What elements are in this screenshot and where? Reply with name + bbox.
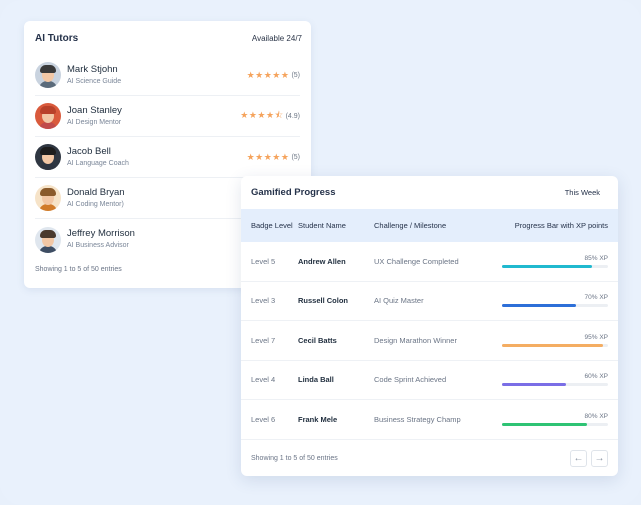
avatar bbox=[35, 185, 61, 211]
column-header-progress[interactable]: Progress Bar with XP points bbox=[514, 221, 608, 230]
column-header-student-name[interactable]: Student Name bbox=[298, 221, 346, 230]
xp-track bbox=[502, 264, 608, 268]
table-body: Level 5 Andrew Allen UX Challenge Comple… bbox=[241, 242, 618, 440]
xp-fill bbox=[502, 304, 577, 308]
student-name: Cecil Batts bbox=[298, 335, 337, 345]
tutors-header: AI Tutors Available 24/7 bbox=[24, 21, 311, 55]
xp-fill bbox=[502, 383, 566, 387]
xp-fill bbox=[502, 343, 603, 347]
xp-label: 70% XP bbox=[584, 294, 609, 302]
challenge-name: Business Strategy Champ bbox=[374, 414, 461, 424]
star-icon: ★★★★⯪ bbox=[240, 110, 284, 120]
ai-tutors-card: AI Tutors Available 24/7 Mark Stjohn AI … bbox=[24, 21, 311, 288]
tutor-rating: ★★★★★ (5) bbox=[247, 70, 300, 81]
tutor-name: Mark Stjohn bbox=[67, 63, 118, 75]
student-name: Andrew Allen bbox=[298, 256, 346, 266]
tutor-row[interactable]: Donald Bryan AI Coding Mentor) bbox=[35, 178, 300, 219]
tutor-role: AI Science Guide bbox=[67, 77, 122, 85]
challenge-name: AI Quiz Master bbox=[374, 296, 424, 306]
table-header: Badge Level Student Name Challenge / Mil… bbox=[241, 209, 618, 242]
period-filter[interactable]: This Week bbox=[564, 188, 600, 197]
tutor-role: AI Language Coach bbox=[67, 159, 129, 167]
tutor-role: AI Design Mentor bbox=[67, 118, 122, 126]
xp-progress: 60% XP bbox=[502, 373, 609, 387]
tutor-name: Jeffrey Morrison bbox=[67, 228, 135, 239]
tutor-name: Donald Bryan bbox=[67, 186, 125, 198]
avatar bbox=[35, 103, 61, 129]
rating-value: (5) bbox=[291, 153, 300, 161]
tutors-pagination-info: Showing 1 to 5 of 50 entries bbox=[35, 266, 122, 273]
tutor-name: Jacob Bell bbox=[67, 145, 111, 157]
tutors-title: AI Tutors bbox=[35, 32, 79, 44]
badge-level: Level 5 bbox=[251, 256, 276, 266]
xp-fill bbox=[502, 264, 593, 268]
tutor-list: Mark Stjohn AI Science Guide ★★★★★ (5) J… bbox=[24, 55, 311, 260]
xp-progress: 80% XP bbox=[502, 413, 608, 426]
tutor-row[interactable]: Jeffrey Morrison AI Business Advisor bbox=[35, 219, 300, 260]
xp-progress: 70% XP bbox=[502, 294, 609, 308]
availability-label: Available 24/7 bbox=[251, 33, 302, 43]
tutor-name: Joan Stanley bbox=[67, 104, 122, 116]
tutor-row[interactable]: Jacob Bell AI Language Coach ★★★★★ (5) bbox=[35, 137, 300, 178]
badge-level: Level 4 bbox=[251, 375, 276, 385]
avatar bbox=[35, 226, 61, 253]
avatar bbox=[35, 144, 61, 170]
column-header-challenge[interactable]: Challenge / Milestone bbox=[374, 221, 447, 230]
avatar bbox=[35, 62, 61, 88]
badge-level: Level 3 bbox=[251, 296, 276, 306]
tutor-row[interactable]: Mark Stjohn AI Science Guide ★★★★★ (5) bbox=[35, 55, 300, 96]
challenge-name: Design Marathon Winner bbox=[374, 335, 457, 345]
tutor-rating: ★★★★⯪ (4.9) bbox=[240, 108, 300, 124]
xp-label: 80% XP bbox=[584, 412, 609, 420]
gamified-progress-card: Gamified Progress This Week Badge Level … bbox=[241, 176, 618, 476]
tutor-role: AI Business Advisor bbox=[67, 242, 129, 249]
table-row[interactable]: Level 5 Andrew Allen UX Challenge Comple… bbox=[241, 242, 618, 282]
gamified-header: Gamified Progress This Week bbox=[241, 176, 618, 209]
xp-track bbox=[502, 383, 608, 387]
arrow-left-icon: ← bbox=[573, 452, 584, 464]
column-header-badge-level[interactable]: Badge Level bbox=[251, 221, 293, 230]
xp-fill bbox=[502, 422, 587, 426]
rating-value: (4.9) bbox=[285, 112, 300, 120]
arrow-right-icon: → bbox=[594, 452, 605, 464]
next-page-button[interactable]: → bbox=[591, 449, 608, 467]
xp-track bbox=[502, 422, 608, 426]
table-row[interactable]: Level 6 Frank Mele Business Strategy Cha… bbox=[241, 400, 618, 440]
xp-label: 60% XP bbox=[584, 373, 609, 381]
badge-level: Level 7 bbox=[251, 335, 276, 345]
tutor-row[interactable]: Joan Stanley AI Design Mentor ★★★★⯪ (4.9… bbox=[35, 96, 300, 137]
tutor-rating: ★★★★★ (5) bbox=[247, 152, 300, 163]
student-name: Linda Ball bbox=[298, 375, 334, 385]
xp-track bbox=[502, 343, 608, 347]
gamified-title: Gamified Progress bbox=[251, 187, 336, 198]
student-name: Russell Colon bbox=[298, 296, 349, 306]
table-row[interactable]: Level 7 Cecil Batts Design Marathon Winn… bbox=[241, 321, 618, 361]
gamified-pagination-info: Showing 1 to 5 of 50 entries bbox=[251, 454, 338, 462]
tutor-role: AI Coding Mentor) bbox=[67, 200, 124, 208]
xp-label: 95% XP bbox=[584, 333, 609, 341]
star-icon: ★★★★★ bbox=[246, 151, 290, 162]
xp-track bbox=[502, 304, 608, 308]
star-icon: ★★★★★ bbox=[246, 69, 290, 80]
table-row[interactable]: Level 4 Linda Ball Code Sprint Achieved … bbox=[241, 361, 618, 400]
gamified-footer: Showing 1 to 5 of 50 entries ← → bbox=[241, 440, 618, 477]
rating-value: (5) bbox=[291, 71, 300, 79]
xp-progress: 85% XP bbox=[502, 255, 608, 268]
challenge-name: UX Challenge Completed bbox=[374, 256, 459, 266]
pagination: ← → bbox=[570, 449, 608, 467]
xp-progress: 95% XP bbox=[502, 334, 608, 347]
table-row[interactable]: Level 3 Russell Colon AI Quiz Master 70%… bbox=[241, 282, 618, 321]
badge-level: Level 6 bbox=[251, 414, 276, 424]
student-name: Frank Mele bbox=[298, 414, 338, 424]
xp-label: 85% XP bbox=[584, 254, 609, 262]
challenge-name: Code Sprint Achieved bbox=[374, 375, 447, 385]
prev-page-button[interactable]: ← bbox=[570, 449, 587, 467]
